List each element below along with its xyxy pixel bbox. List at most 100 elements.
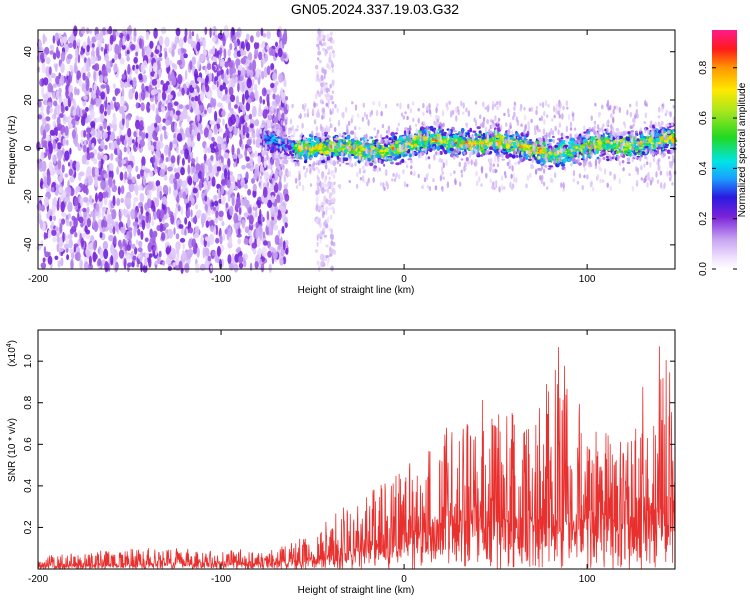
spectrogram-cell <box>51 221 55 226</box>
spectrogram-cell <box>482 132 486 137</box>
spectrogram-cell <box>43 93 49 101</box>
spectrogram-cell <box>211 66 216 71</box>
spectrogram-cell <box>140 102 145 112</box>
spectrogram-cell <box>114 43 120 56</box>
spectrogram-cell <box>174 121 177 133</box>
spectrogram-cell <box>204 26 208 36</box>
spectrogram-cell <box>82 72 86 81</box>
spectrogram-cell <box>46 105 51 115</box>
spectrogram-cell <box>222 233 226 241</box>
spectrogram-cell <box>275 94 281 105</box>
spectrogram-cell <box>195 163 201 172</box>
spectrogram-cell <box>211 136 215 142</box>
spectrogram-cell <box>47 255 53 265</box>
spectrogram-cell <box>244 90 250 100</box>
spectrogram-cell <box>257 111 264 117</box>
spectrogram-cell <box>124 171 128 181</box>
spectrogram-cell <box>287 136 292 140</box>
spectrogram-cell <box>254 261 259 269</box>
spectrogram-cell <box>329 253 333 257</box>
spectrogram-cell <box>266 65 271 76</box>
spectrogram-cell <box>109 131 116 142</box>
spectrogram-cell <box>211 224 214 233</box>
spectrogram-cell <box>244 253 248 260</box>
spectrogram-cell <box>227 254 232 265</box>
spectrogram-cell <box>117 186 121 196</box>
spectrogram-cell <box>113 235 117 245</box>
spectrogram-cell <box>48 142 53 155</box>
spectrogram-cell <box>385 151 389 156</box>
spectrogram-cell <box>59 74 65 86</box>
spectrogram-cell <box>168 186 172 195</box>
spectrogram-cell <box>159 190 163 201</box>
spectrogram-cell <box>82 41 87 49</box>
spectrogram-cell <box>222 118 225 127</box>
spectrogram-cell <box>243 238 249 245</box>
spectrogram-cell <box>138 214 144 220</box>
spectrogram-cell <box>229 94 236 103</box>
spectrogram-cell <box>38 39 42 50</box>
spectrogram-cell <box>254 119 260 127</box>
spectrogram-cell <box>223 168 228 179</box>
spectrogram-cell <box>297 161 300 167</box>
spectrogram-cell <box>210 265 213 271</box>
spectrogram-cell <box>183 36 187 43</box>
spectrogram-cell <box>160 80 164 85</box>
spectrogram-cell <box>176 133 183 142</box>
spectrogram-cell <box>79 171 85 177</box>
spectrogram-cell <box>643 163 646 168</box>
spectrogram-cell <box>179 120 182 128</box>
spectrogram-cell <box>172 43 177 51</box>
spectrogram-cell <box>53 128 57 136</box>
spectrogram-cell <box>238 129 244 135</box>
spectrogram-cell <box>274 52 278 58</box>
spectrogram-cell <box>320 253 323 259</box>
spectrogram-cell <box>135 239 139 245</box>
spectrogram-cell <box>245 171 249 181</box>
spectrogram-cell <box>67 233 73 240</box>
spectrogram-cell <box>58 132 62 142</box>
spectrogram-cell <box>273 218 277 225</box>
spectrogram-cell <box>331 68 334 73</box>
spectrogram-cell <box>106 125 111 132</box>
spectrogram-cell <box>127 24 132 37</box>
spectrogram-cell <box>102 226 106 233</box>
spectrogram-cell <box>315 196 319 203</box>
spectrogram-cell <box>207 216 212 222</box>
spectrogram-cell <box>315 204 319 212</box>
spectrogram-cell <box>256 42 260 49</box>
spectrogram-cell <box>173 101 179 106</box>
spectrogram-cell <box>263 186 268 199</box>
spectrogram-cell <box>65 235 69 244</box>
spectrogram-cell <box>280 213 286 219</box>
spectrogram-cell <box>60 105 65 114</box>
spectrogram-cell <box>261 246 267 258</box>
spectrogram-cell <box>314 64 319 70</box>
spectrogram-cell <box>112 96 116 102</box>
spectrogram-cell <box>259 258 262 265</box>
spectrogram-cell <box>246 77 252 89</box>
spectrogram-cell <box>209 238 214 246</box>
spectrogram-cell <box>190 209 193 218</box>
spectrogram-cell <box>175 110 181 116</box>
spectrogram-cell <box>59 222 63 229</box>
spectrogram-cell <box>245 42 251 52</box>
spectrogram-cell <box>279 30 282 42</box>
spectrogram-cell <box>145 168 151 174</box>
spectrogram-cell <box>230 114 236 125</box>
spectrogram-cell <box>75 185 81 193</box>
spectrogram-cell <box>260 263 265 273</box>
spectrogram-cell <box>149 170 154 178</box>
spectrogram-cell <box>187 176 193 186</box>
spectrogram-cell <box>198 179 202 191</box>
spectrogram-cell <box>118 43 121 54</box>
spectrogram-cell <box>209 72 212 82</box>
spectrogram-cell <box>104 53 110 62</box>
spectrogram-cell <box>37 114 43 120</box>
spectrogram-cell <box>177 48 182 56</box>
spectrogram-cell <box>255 236 261 248</box>
spectrogram-cell <box>128 182 135 193</box>
spectrogram-cell <box>182 53 188 59</box>
spectrogram-cell <box>315 125 318 132</box>
spectrogram-cell <box>327 93 330 98</box>
